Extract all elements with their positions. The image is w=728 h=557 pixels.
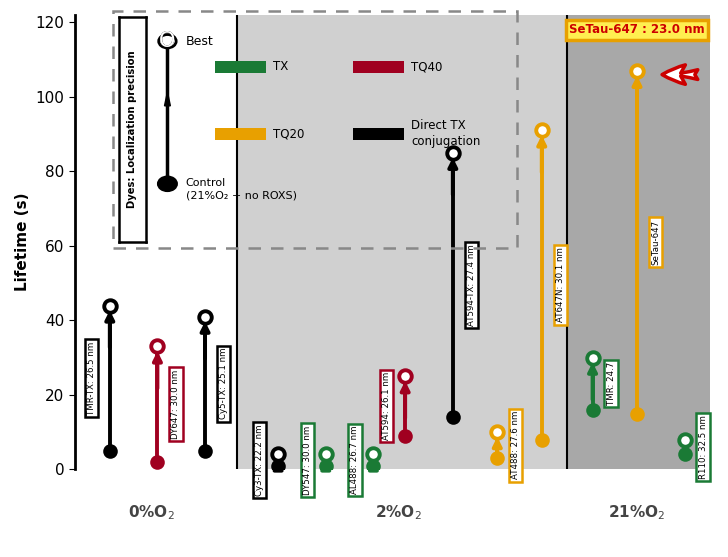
Bar [567, 15, 710, 470]
Text: 2%O$_2$: 2%O$_2$ [376, 503, 422, 521]
Text: AT488: 27.6 nm: AT488: 27.6 nm [511, 411, 521, 480]
Text: TMR: 24.7: TMR: 24.7 [606, 362, 616, 405]
Text: TX: TX [273, 60, 288, 74]
Text: Best: Best [186, 35, 213, 48]
Text: O: O [159, 31, 175, 51]
Text: Dyes: Localization precision: Dyes: Localization precision [127, 51, 138, 208]
Text: 21%O$_2$: 21%O$_2$ [609, 503, 665, 521]
Text: AT594-TX: 27.4 nm: AT594-TX: 27.4 nm [467, 244, 476, 326]
Bar [75, 15, 237, 470]
Text: AT594: 26.1 nm: AT594: 26.1 nm [382, 372, 391, 440]
Text: TMR-TX: 26.5 nm: TMR-TX: 26.5 nm [87, 341, 96, 415]
Text: DY547: 30.0 nm: DY547: 30.0 nm [303, 426, 312, 495]
Text: DY647: 30.0 nm: DY647: 30.0 nm [171, 370, 181, 439]
Text: O: O [159, 31, 175, 51]
Text: R110: 32.5 nm: R110: 32.5 nm [699, 415, 708, 479]
Text: Direct TX
conjugation: Direct TX conjugation [411, 119, 480, 148]
Text: AL488: 26.7 nm: AL488: 26.7 nm [350, 426, 360, 494]
Bar [237, 15, 567, 470]
Y-axis label: Lifetime (s): Lifetime (s) [15, 193, 30, 291]
Text: SeTau-647: SeTau-647 [651, 219, 660, 265]
Text: 0%O$_2$: 0%O$_2$ [127, 503, 175, 521]
Text: Cy3-TX: 22.2 nm: Cy3-TX: 22.2 nm [255, 424, 264, 496]
Text: TQ20: TQ20 [273, 127, 304, 140]
Text: TQ40: TQ40 [411, 60, 443, 74]
Text: SeTau-647 : 23.0 nm: SeTau-647 : 23.0 nm [569, 23, 705, 36]
Text: AT647N: 30.1 nm: AT647N: 30.1 nm [555, 247, 565, 323]
Text: Cy5-TX: 25.1 nm: Cy5-TX: 25.1 nm [219, 348, 228, 419]
Text: Control
(21%O₂ + no ROXS): Control (21%O₂ + no ROXS) [186, 178, 296, 201]
